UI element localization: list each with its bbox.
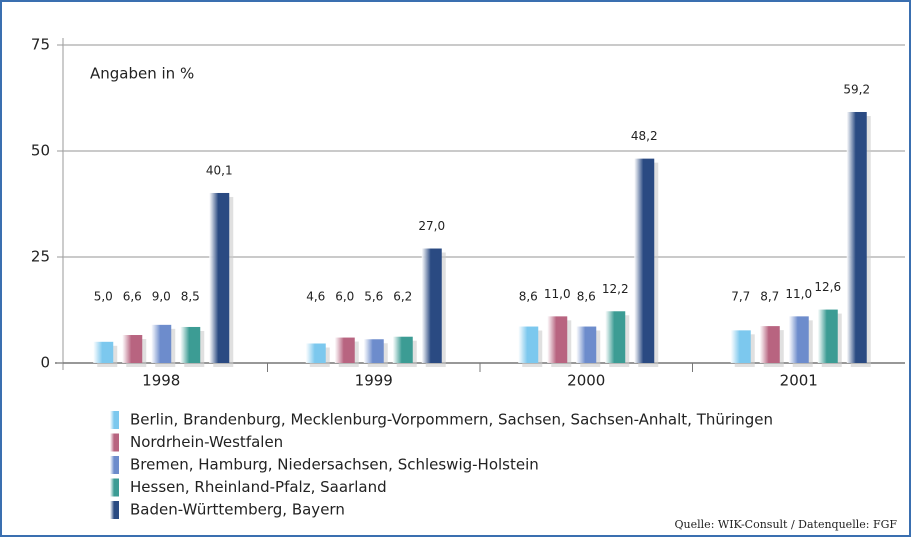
value-label: 6,6 [123, 290, 142, 304]
bar [363, 339, 384, 363]
value-label: 6,0 [335, 290, 354, 304]
bar [788, 316, 809, 363]
bar [122, 335, 143, 363]
x-tick-label: 2000 [567, 372, 605, 390]
bar [209, 192, 230, 363]
bar [634, 158, 655, 363]
bar [846, 111, 867, 363]
y-tick-label: 50 [31, 142, 50, 160]
bar [93, 341, 114, 363]
annotation: Angaben in % [90, 65, 194, 83]
value-label: 9,0 [152, 290, 171, 304]
value-label: 12,6 [814, 280, 841, 294]
legend-label: Nordrhein-Westfalen [130, 433, 283, 451]
legend-swatch [110, 433, 119, 452]
bar [605, 311, 626, 363]
y-tick-label: 0 [40, 354, 50, 372]
legend-label: Bremen, Hamburg, Niedersachsen, Schleswi… [130, 456, 539, 474]
value-label: 6,2 [393, 290, 412, 304]
value-label: 8,6 [519, 290, 538, 304]
legend-label: Baden-Württemberg, Bayern [130, 501, 345, 519]
bar [576, 326, 597, 363]
value-label: 5,0 [94, 290, 113, 304]
x-tick-label: 2001 [780, 372, 818, 390]
value-label: 5,6 [364, 290, 383, 304]
legend-swatch [110, 478, 119, 497]
x-tick-label: 1999 [355, 372, 393, 390]
legend-swatch [110, 456, 119, 474]
value-label: 59,2 [843, 82, 870, 96]
bar [334, 337, 355, 363]
legend-swatch [110, 411, 119, 429]
bar [759, 326, 780, 363]
value-label: 4,6 [306, 290, 325, 304]
value-label: 11,0 [544, 287, 571, 301]
value-label: 40,1 [206, 163, 233, 177]
value-label: 7,7 [731, 290, 750, 304]
value-label: 11,0 [785, 287, 812, 301]
bar [180, 326, 201, 363]
bar [730, 330, 751, 363]
legend-label: Hessen, Rheinland-Pfalz, Saarland [130, 478, 387, 496]
bar [421, 248, 442, 363]
legend-swatch [110, 501, 119, 519]
value-label: 8,6 [577, 290, 596, 304]
source: Quelle: WIK-Consult / Datenquelle: FGF [675, 518, 898, 531]
bar [392, 336, 413, 363]
value-label: 12,2 [602, 282, 629, 296]
y-tick-label: 25 [31, 248, 50, 266]
value-label: 27,0 [418, 219, 445, 233]
value-label: 48,2 [631, 129, 658, 143]
x-tick-label: 1998 [142, 372, 180, 390]
bar [305, 343, 326, 363]
bar [518, 326, 539, 363]
bar [547, 316, 568, 363]
legend-label: Berlin, Brandenburg, Mecklenburg-Vorpomm… [130, 411, 773, 429]
value-label: 8,5 [181, 290, 200, 304]
value-label: 8,7 [760, 290, 779, 304]
y-tick-label: 75 [31, 36, 50, 54]
bar [151, 324, 172, 363]
bar [817, 309, 838, 363]
